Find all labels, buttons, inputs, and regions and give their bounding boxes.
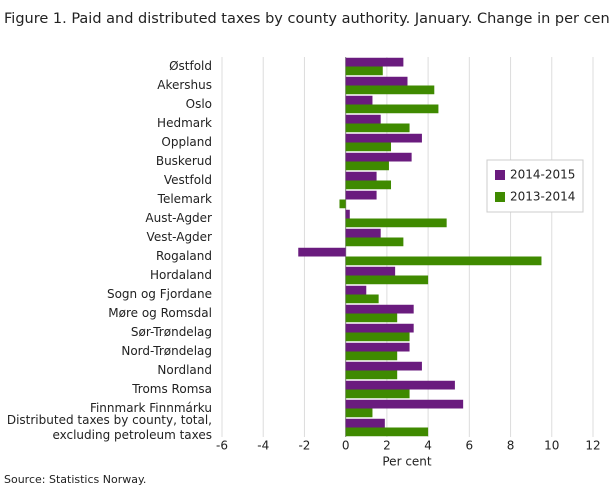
- bar: [345, 361, 422, 371]
- x-tick-label: 2: [383, 439, 391, 453]
- chart-title: Figure 1. Paid and distributed taxes by …: [4, 11, 609, 27]
- bar: [345, 114, 381, 124]
- y-tick-label: Distributed taxes by county, total, excl…: [6, 412, 212, 442]
- bar: [345, 370, 398, 380]
- legend-swatch: [495, 192, 505, 202]
- y-tick-label: Østfold: [169, 59, 212, 73]
- bar: [345, 313, 398, 323]
- bar: [345, 237, 404, 247]
- bar: [345, 161, 389, 171]
- y-tick-label: Akershus: [157, 78, 212, 92]
- y-tick-label: Vestfold: [163, 173, 212, 187]
- bar: [345, 133, 422, 143]
- x-tick-label: -4: [257, 439, 269, 453]
- legend-label: 2014-2015: [510, 168, 575, 182]
- source: Source: Statistics Norway.: [4, 473, 146, 486]
- x-tick-label: 6: [466, 439, 474, 453]
- x-tick-label: 10: [544, 439, 559, 453]
- bar: [339, 199, 346, 209]
- y-tick-label: Oslo: [185, 97, 212, 111]
- bar: [345, 256, 542, 266]
- bar: [345, 304, 414, 314]
- y-tick-label: Rogaland: [155, 249, 212, 263]
- bar: [345, 323, 414, 333]
- y-tick-label: Buskerud: [155, 154, 212, 168]
- x-axis-label: Per cent: [382, 455, 432, 469]
- y-tick-label: Aust-Agder: [145, 211, 212, 225]
- bar: [345, 275, 429, 285]
- bar: [345, 66, 383, 76]
- bar: [345, 399, 464, 409]
- bar: [345, 57, 404, 67]
- y-tick-label: Vest-Agder: [146, 230, 212, 244]
- y-tick-label: Sogn og Fjordane: [106, 287, 212, 301]
- bar: [345, 351, 398, 361]
- bar: [345, 228, 381, 238]
- bar: [345, 76, 408, 86]
- x-tick-label: -2: [298, 439, 310, 453]
- y-tick-label: Oppland: [161, 135, 212, 149]
- bar: [345, 142, 392, 152]
- bar: [345, 294, 379, 304]
- bar: [345, 85, 435, 95]
- y-tick-label: Troms Romsa: [132, 382, 212, 396]
- legend-label: 2013-2014: [510, 190, 575, 204]
- bar: [345, 342, 410, 352]
- bar: [345, 427, 429, 437]
- x-tick-label: 0: [342, 439, 350, 453]
- legend-swatch: [495, 170, 505, 180]
- bar: [345, 190, 377, 200]
- bar: [345, 285, 367, 295]
- y-tick-label: Telemark: [157, 192, 212, 206]
- bar: [345, 104, 439, 114]
- bar: [345, 380, 455, 390]
- y-tick-label: Hordaland: [150, 268, 212, 282]
- bar: [345, 209, 350, 219]
- y-tick-label: Hedmark: [157, 116, 212, 130]
- bar: [345, 95, 373, 105]
- x-tick-label: 12: [585, 439, 600, 453]
- y-tick-label: Nordland: [157, 363, 212, 377]
- bar: [345, 123, 410, 133]
- bar: [345, 266, 396, 276]
- bar: [345, 418, 385, 428]
- bar: [345, 332, 410, 342]
- x-tick-label: -6: [216, 439, 228, 453]
- y-tick-label: Sør-Trøndelag: [130, 325, 212, 339]
- bar: [345, 408, 373, 418]
- y-tick-label: Møre og Romsdal: [108, 306, 212, 320]
- bar: [298, 247, 346, 257]
- bar: [345, 171, 377, 181]
- y-tick-label: Nord-Trøndelag: [121, 344, 212, 358]
- bar: [345, 389, 410, 399]
- x-tick-label: 8: [507, 439, 515, 453]
- y-tick-label: Finnmark Finnmárku: [89, 401, 212, 415]
- bar: [345, 218, 447, 228]
- bar: [345, 180, 392, 190]
- x-tick-label: 4: [424, 439, 432, 453]
- bar: [345, 152, 412, 162]
- legend-box: [486, 159, 584, 213]
